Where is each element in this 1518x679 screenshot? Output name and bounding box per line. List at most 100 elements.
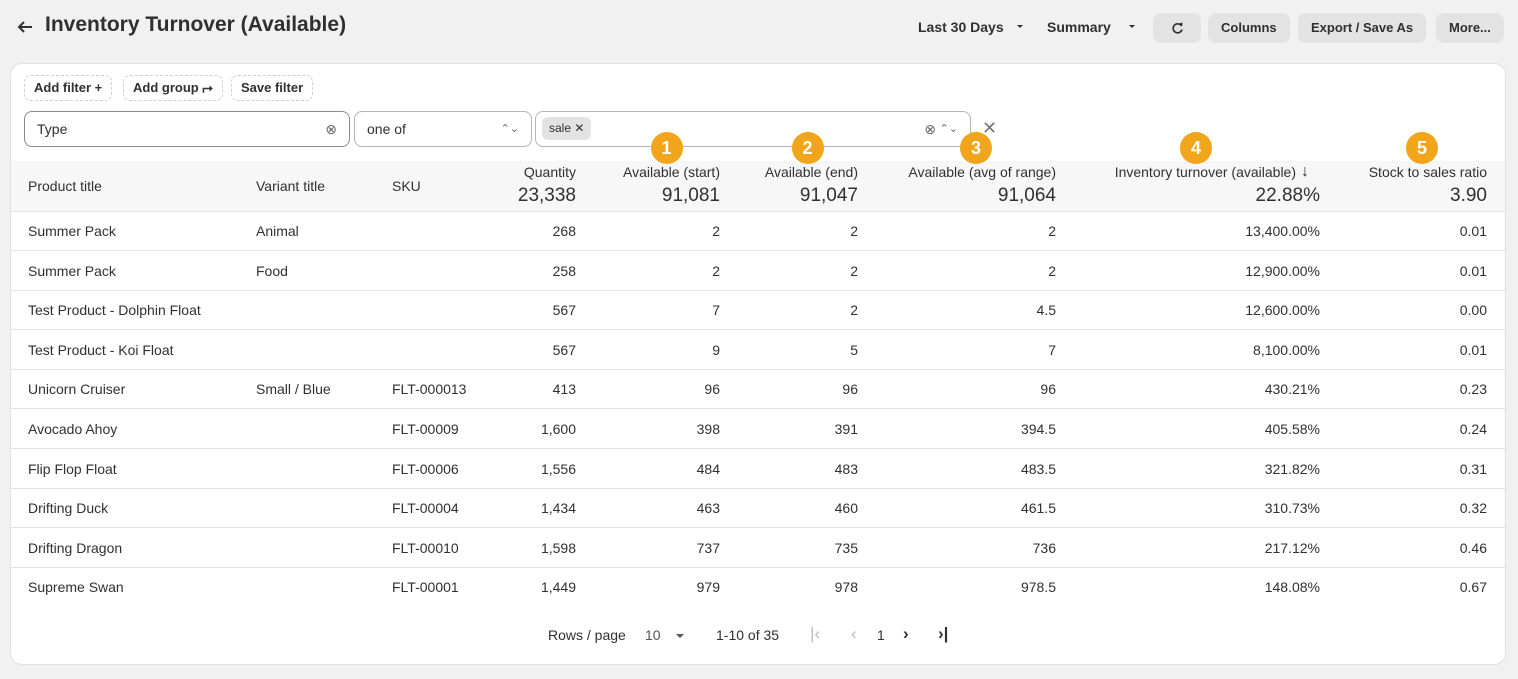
column-header: Product title <box>28 178 102 194</box>
next-page[interactable]: › <box>903 624 909 643</box>
table-cell: Drifting Dragon <box>28 539 123 556</box>
chip-label: sale <box>549 121 572 135</box>
column-header: Available (start) <box>622 164 720 180</box>
table-cell: Food <box>256 262 288 279</box>
table-cell: 148.08% <box>1264 579 1320 596</box>
table-cell: 2 <box>1048 262 1056 279</box>
card <box>10 63 1506 665</box>
first-page[interactable]: |‹ <box>810 624 821 643</box>
table-cell: 8,100.00% <box>1253 341 1320 358</box>
table-cell: Drifting Duck <box>28 500 109 517</box>
rows-label: Rows / page <box>548 627 626 643</box>
clear-filter[interactable]: ✕ <box>982 118 998 138</box>
view-select[interactable]: Summary <box>1047 19 1111 35</box>
table-cell: 310.73% <box>1264 500 1320 517</box>
save-filter[interactable]: Save filter <box>231 75 314 101</box>
table-cell: 391 <box>834 421 858 437</box>
table-cell: 96 <box>1040 381 1056 398</box>
export-button[interactable]: Export / Save As <box>1298 13 1427 43</box>
column-header: Variant title <box>256 178 325 194</box>
prev-page[interactable]: ‹ <box>851 624 857 643</box>
filter-operator[interactable]: one of ⌃⌄ <box>354 111 532 147</box>
table-cell: 398 <box>696 421 720 437</box>
columns-button[interactable]: Columns <box>1208 13 1290 43</box>
chip[interactable]: sale ✕ <box>542 117 592 140</box>
row-divider <box>11 329 1505 331</box>
add-filter[interactable]: Add filter + <box>24 75 113 101</box>
table-cell: 1,598 <box>540 539 576 556</box>
table-cell: 0.67 <box>1459 579 1487 596</box>
table-cell: 2 <box>850 223 858 239</box>
row-divider <box>11 408 1505 410</box>
table-cell: 405.58% <box>1264 421 1320 437</box>
column-total: 3.90 <box>1450 185 1487 206</box>
table-cell: 96 <box>842 381 858 398</box>
table-cell: 1,600 <box>540 421 576 437</box>
table-cell: 0.01 <box>1459 223 1487 239</box>
table-cell: 735 <box>834 539 858 556</box>
table-cell: 737 <box>696 539 720 556</box>
row-divider <box>11 250 1505 251</box>
table-cell: 1,449 <box>540 579 576 596</box>
table-cell: 2 <box>850 302 858 319</box>
sort-arrow: ↓ <box>1301 163 1309 180</box>
refresh-button[interactable] <box>1153 13 1201 43</box>
table-cell: 5 <box>850 341 858 358</box>
column-total: 23,338 <box>517 185 576 206</box>
table-cell: 2 <box>712 262 720 279</box>
row-divider <box>11 448 1505 449</box>
rows-per-page[interactable]: 10 <box>645 627 685 643</box>
table-cell: 978 <box>834 579 858 596</box>
table-cell: 460 <box>834 500 858 517</box>
table-cell: 12,600.00% <box>1245 302 1320 319</box>
filter-values[interactable]: sale ✕ ⊗ ⌃⌄ <box>535 111 971 147</box>
table-cell: 567 <box>552 341 576 358</box>
table-cell: Flip Flop Float <box>28 460 117 477</box>
table-cell: 2 <box>712 223 720 239</box>
table-cell: 0.31 <box>1459 460 1487 477</box>
table-cell: 321.82% <box>1264 460 1320 477</box>
table-cell: 7 <box>712 302 720 319</box>
table-cell: 0.00 <box>1459 302 1487 319</box>
table-cell: 0.23 <box>1459 381 1487 398</box>
current-page: 1 <box>877 627 885 643</box>
column-header: Stock to sales ratio <box>1368 164 1487 180</box>
more-button[interactable]: More... <box>1436 13 1504 43</box>
row-divider <box>11 368 1505 370</box>
table-cell: 217.12% <box>1264 539 1320 556</box>
table-cell: Avocado Ahoy <box>28 421 118 437</box>
column-header: Inventory turnover (available) <box>1114 164 1296 180</box>
last-page[interactable]: ›| <box>938 624 949 643</box>
badge: 2 <box>791 132 824 164</box>
back-arrow[interactable] <box>16 18 34 36</box>
label: Save filter <box>241 80 304 95</box>
table-cell: 0.01 <box>1459 262 1487 279</box>
badge: 3 <box>960 132 992 164</box>
table-cell: 979 <box>696 579 720 596</box>
table-cell: Small / Blue <box>256 381 331 398</box>
table-cell: Test Product - Dolphin Float <box>28 302 201 319</box>
label: one of <box>367 121 406 137</box>
filter-field[interactable]: Type ⊗ <box>24 111 350 147</box>
table-cell: 461.5 <box>1020 500 1056 517</box>
row-divider <box>11 289 1505 291</box>
table-cell: 0.24 <box>1459 421 1487 437</box>
table-cell: 0.32 <box>1459 500 1487 517</box>
table-cell: FLT-00001 <box>392 579 459 596</box>
date-range[interactable]: Last 30 Days <box>918 19 1004 35</box>
table-cell: Animal <box>256 223 299 239</box>
row-divider <box>11 527 1505 529</box>
table-cell: 258 <box>552 262 576 279</box>
column-header: Available (end) <box>764 164 858 180</box>
caret <box>1129 25 1135 28</box>
table-cell: 9 <box>712 341 720 358</box>
column-total: 91,064 <box>997 185 1056 206</box>
add-group[interactable]: Add group ⮣ <box>123 75 223 101</box>
table-cell: Summer Pack <box>28 223 116 239</box>
badge: 4 <box>1180 132 1212 164</box>
table-cell: 2 <box>1048 223 1056 239</box>
page-title: Inventory Turnover (Available) <box>45 13 347 36</box>
page-range: 1-10 of 35 <box>716 627 780 643</box>
table-cell: 1,434 <box>540 500 576 517</box>
table-cell: Unicorn Cruiser <box>28 381 126 398</box>
